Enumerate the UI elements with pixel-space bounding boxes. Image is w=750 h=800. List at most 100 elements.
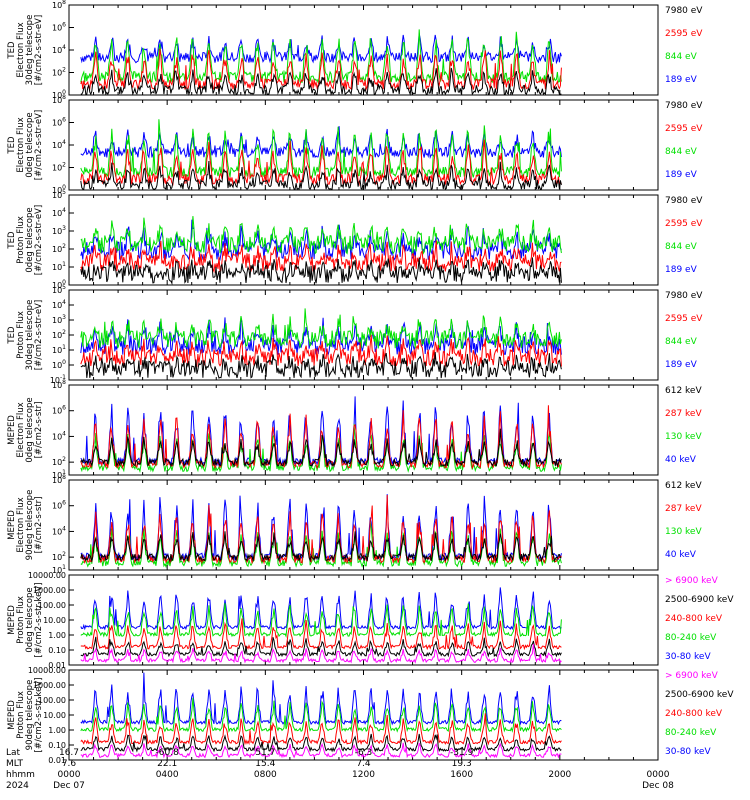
- series-trace-red: [80, 240, 562, 274]
- y-axis-label: [#/cm2-s-str-eV]: [34, 205, 44, 275]
- panel-2: 100 102 104 106 108 TED Electron Flux 0deg tele…: [7, 94, 703, 195]
- y-tick-label: 106: [52, 117, 66, 128]
- series-trace-green: [80, 602, 562, 638]
- x-tick-label: 15.4: [255, 759, 275, 769]
- x-tick-label: Dec 07: [53, 781, 85, 791]
- legend-entry-189ev: 189 eV: [665, 170, 698, 180]
- y-tick-label: 102: [52, 456, 66, 467]
- y-tick-label: 108: [52, 94, 66, 105]
- legend-entry-189ev: 189 eV: [665, 75, 698, 85]
- legend-entry-2595ev: 2595 eV: [665, 314, 703, 324]
- y-tick-label: 1.00: [48, 631, 66, 640]
- y-tick-label: 104: [52, 430, 66, 441]
- legend-entry-287kev: 287 keV: [665, 504, 702, 514]
- series-trace-green: [80, 697, 562, 733]
- y-tick-label: 104: [52, 299, 66, 310]
- x-tick-label: 16.7: [59, 748, 79, 758]
- series-trace-black: [80, 67, 562, 97]
- series-trace-blue: [80, 494, 562, 562]
- y-tick-label: 0.10: [48, 646, 66, 655]
- x-tick-label: 1600: [450, 770, 473, 780]
- y-tick-label: 101: [52, 469, 66, 480]
- x-tick-label: 22.1: [157, 759, 177, 769]
- x-tick-label: 0000: [647, 770, 670, 780]
- panel-6: 101 102 104 106 108 MEPED Electron Flux 90deg t…: [7, 474, 702, 575]
- y-tick-label: 102: [52, 551, 66, 562]
- y-tick-label: 10000.00: [28, 571, 66, 580]
- legend-entry-7980ev: 7980 eV: [665, 101, 703, 111]
- legend-entry-25006900kev: 2500-6900 keV: [665, 690, 734, 700]
- y-tick-label: 104: [52, 139, 66, 150]
- legend-entry-189ev: 189 eV: [665, 265, 698, 275]
- x-row-label-lat: Lat: [6, 748, 21, 758]
- series-trace-green: [80, 119, 562, 179]
- x-tick-label: 7.4: [356, 759, 371, 769]
- panel-7: 0.01 0.10 1.00 10.00 100.00 1000.00 10000.00 ME…: [7, 571, 734, 670]
- y-tick-label: 106: [52, 500, 66, 511]
- series-trace-blue: [80, 317, 562, 357]
- panel-4: 10-1 100 101 102 103 104 105 TED Proton Flux 30de…: [7, 284, 703, 385]
- legend-entry-7980ev: 7980 eV: [665, 196, 703, 206]
- y-tick-label: 103: [52, 314, 66, 325]
- y-axis-label: MEPED: [7, 605, 17, 635]
- series-trace-red: [80, 139, 562, 187]
- y-axis-label: [#/cm2-s-str-eV]: [34, 15, 44, 85]
- series-trace-black: [80, 636, 562, 658]
- legend-entry-7980ev: 7980 eV: [665, 6, 703, 16]
- y-axis-label: Proton Flux: [16, 596, 26, 644]
- x-tick-label: -6.3: [355, 748, 373, 758]
- series-trace-black: [80, 160, 562, 192]
- legend-entry-2595ev: 2595 eV: [665, 29, 703, 39]
- legend-entry-612kev: 612 keV: [665, 481, 702, 491]
- y-axis-label: Electron Flux: [16, 22, 26, 77]
- series-trace-red: [80, 713, 562, 746]
- y-tick-label: 102: [52, 162, 66, 173]
- legend-entry-130kev: 130 keV: [665, 527, 702, 537]
- y-tick-label: 106: [52, 22, 66, 33]
- series-trace-red: [80, 48, 562, 92]
- y-tick-label: 10-1: [50, 374, 66, 385]
- y-tick-label: 102: [52, 329, 66, 340]
- legend-entry-6900kev: > 6900 keV: [665, 576, 719, 586]
- legend-entry-844ev: 844 eV: [665, 147, 698, 157]
- series-trace-green: [80, 216, 562, 255]
- y-axis-label: [#/cm2-s-str-keV]: [34, 583, 44, 658]
- y-tick-label: 1.00: [48, 726, 66, 735]
- legend-entry-2595ev: 2595 eV: [665, 124, 703, 134]
- legend-entry-844ev: 844 eV: [665, 242, 698, 252]
- x-row-label-mlt: MLT: [6, 759, 24, 769]
- y-axis-label: 0deg telescope: [25, 397, 35, 462]
- x-tick-label: 7.6: [62, 759, 77, 769]
- series-trace-red: [80, 618, 562, 651]
- y-axis-label: 90deg telescope: [25, 680, 35, 751]
- y-tick-label: 104: [52, 207, 66, 218]
- legend-entry-130kev: 130 keV: [665, 432, 702, 442]
- y-tick-label: 105: [52, 284, 66, 295]
- x-tick-label: 0400: [156, 770, 179, 780]
- legend-entry-3080kev: 30-80 keV: [665, 652, 711, 662]
- y-axis-label: TED: [7, 41, 17, 60]
- y-tick-label: 105: [52, 189, 66, 200]
- y-axis-label: 30deg telescope: [25, 15, 35, 86]
- y-tick-label: 10.00: [43, 711, 66, 720]
- y-tick-label: 108: [52, 379, 66, 390]
- y-tick-label: 106: [52, 405, 66, 416]
- series-trace-red: [80, 494, 562, 565]
- legend-entry-612kev: 612 keV: [665, 386, 702, 396]
- series-trace-red: [80, 334, 562, 368]
- y-axis-label: TED: [7, 136, 17, 155]
- legend-entry-240800kev: 240-800 keV: [665, 709, 723, 719]
- x-tick-label: 2000: [548, 770, 571, 780]
- y-tick-label: 0.10: [48, 741, 66, 750]
- x-tick-label: 0800: [254, 770, 277, 780]
- legend-entry-40kev: 40 keV: [665, 455, 697, 465]
- series-trace-magenta: [80, 742, 562, 759]
- y-axis-label: [#/cm2-s-str]: [34, 402, 44, 459]
- y-tick-label: 100.00: [38, 696, 66, 705]
- series-trace-black: [80, 257, 562, 286]
- y-tick-label: 101: [52, 564, 66, 575]
- y-axis-label: Proton Flux: [16, 691, 26, 739]
- y-axis-label: [#/cm2-s-str]: [34, 497, 44, 554]
- series-trace-blue: [80, 587, 562, 631]
- y-axis-label: 0deg telescope: [25, 112, 35, 177]
